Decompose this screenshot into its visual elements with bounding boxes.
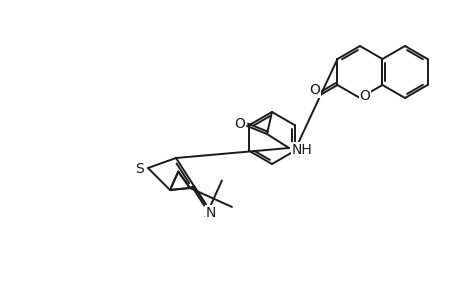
Text: O: O (308, 83, 319, 97)
Text: NH: NH (291, 143, 312, 157)
Text: S: S (135, 162, 144, 176)
Text: O: O (359, 89, 369, 103)
Text: N: N (205, 206, 216, 220)
Text: O: O (234, 117, 245, 131)
